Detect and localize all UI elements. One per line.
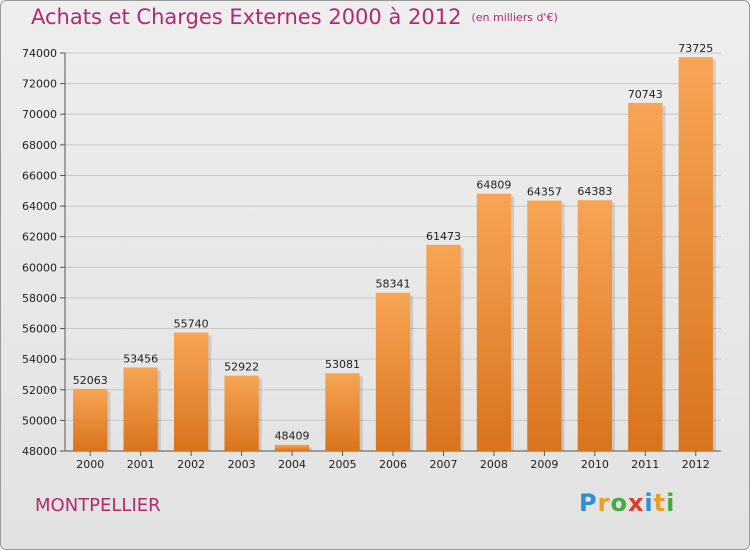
bar — [224, 375, 259, 451]
chart-subtitle: (en milliers d'€) — [471, 11, 558, 24]
x-tick-label: 2000 — [76, 458, 104, 471]
bars: 52063 53456 55740 52922 48409 53081 58341 61473… — [73, 42, 716, 452]
x-tick-label: 2004 — [278, 458, 306, 471]
y-tick-label: 66000 — [22, 169, 57, 182]
bar — [527, 200, 562, 451]
x-tick-label: 2003 — [228, 458, 256, 471]
y-tick-label: 58000 — [22, 292, 57, 305]
x-tick-label: 2009 — [530, 458, 558, 471]
chart-main-title: Achats et Charges Externes 2000 à 2012 — [31, 5, 462, 29]
logo-letter: P — [579, 489, 598, 517]
location-label: MONTPELLIER — [35, 495, 161, 516]
bar-value-label: 64357 — [527, 186, 562, 199]
x-tick-label: 2005 — [329, 458, 357, 471]
bar-value-label: 48409 — [275, 430, 310, 443]
bar — [678, 57, 713, 451]
y-tick-label: 64000 — [22, 200, 57, 213]
bar — [173, 332, 209, 451]
bar-value-label: 52922 — [224, 361, 259, 374]
bar-value-label: 64383 — [577, 185, 612, 198]
chart-title: Achats et Charges Externes 2000 à 2012 (e… — [31, 5, 558, 29]
y-tick-label: 56000 — [22, 323, 57, 336]
bar-value-label: 64809 — [476, 179, 511, 192]
logo-letter: o — [610, 489, 628, 517]
y-tick-label: 54000 — [22, 353, 57, 366]
y-tick-label: 70000 — [22, 108, 57, 121]
x-tick-label: 2001 — [127, 458, 155, 471]
x-axis-ticks: 2000 2001 2002 2003 2004 2005 2006 2007 2008 2009… — [76, 451, 710, 471]
x-tick-label: 2002 — [177, 458, 205, 471]
x-tick-label: 2010 — [581, 458, 609, 471]
y-tick-label: 72000 — [22, 78, 57, 91]
y-axis-ticks: 48000 50000 52000 54000 56000 58000 60000 62000… — [22, 47, 65, 458]
bar-value-label: 61473 — [426, 230, 461, 243]
y-tick-label: 48000 — [22, 445, 57, 458]
y-tick-label: 60000 — [22, 261, 57, 274]
y-tick-label: 50000 — [22, 414, 57, 427]
bar-value-label: 55740 — [174, 318, 209, 331]
y-tick-label: 74000 — [22, 47, 57, 60]
x-tick-label: 2006 — [379, 458, 407, 471]
y-tick-label: 68000 — [22, 139, 57, 152]
bar — [274, 444, 310, 451]
logo-letter: x — [627, 489, 645, 517]
bar-value-label: 52063 — [73, 374, 108, 387]
bar-value-label: 58341 — [376, 278, 411, 291]
x-tick-label: 2007 — [429, 458, 457, 471]
logo-letter: r — [597, 489, 611, 517]
y-tick-label: 52000 — [22, 384, 57, 397]
bar — [123, 367, 158, 451]
bar — [628, 102, 663, 452]
x-tick-label: 2011 — [631, 458, 659, 471]
bar — [325, 373, 360, 451]
bar — [476, 193, 512, 451]
logo-letter: t — [653, 489, 667, 517]
x-tick-label: 2012 — [682, 458, 710, 471]
bar-value-label: 53456 — [123, 352, 158, 365]
bar-value-label: 70743 — [628, 88, 663, 101]
bar-value-label: 73725 — [678, 42, 713, 55]
bar-value-label: 53081 — [325, 358, 360, 371]
proxiti-logo[interactable]: Proxiti — [579, 489, 675, 517]
bar — [577, 200, 613, 451]
bar — [73, 388, 108, 451]
y-tick-label: 62000 — [22, 231, 57, 244]
bar — [426, 244, 461, 451]
bar — [375, 292, 411, 451]
x-tick-label: 2008 — [480, 458, 508, 471]
logo-letter: i — [644, 489, 654, 517]
logo-letter: i — [666, 489, 676, 517]
